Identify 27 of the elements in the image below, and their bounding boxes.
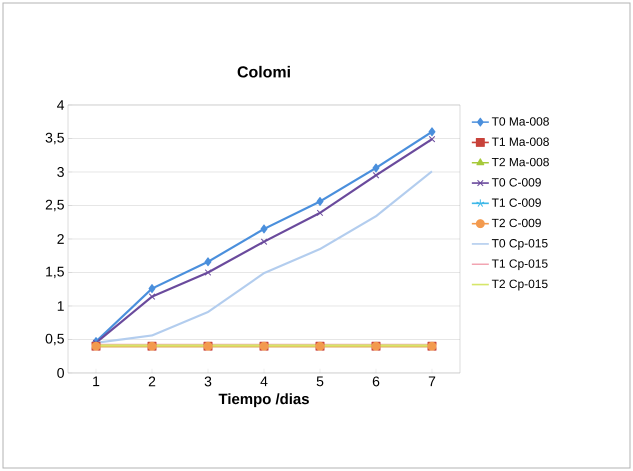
y-tick-label: 4 (57, 100, 64, 110)
x-tick-label: 1 (93, 376, 100, 386)
x-tick-label: 4 (260, 376, 268, 386)
x-tick-label: 2 (148, 376, 156, 386)
legend-label: T2 Cp-015 (492, 280, 548, 290)
legend-label: T1 Cp-015 (492, 259, 548, 270)
x-tick-label: 3 (204, 376, 212, 386)
legend-label: T1 C-009 (492, 198, 541, 207)
legend-label: T2 C-009 (492, 218, 541, 228)
x-tick-label: 6 (372, 376, 380, 386)
y-tick-label: 2,5 (46, 200, 64, 212)
y-tick-label: 2 (57, 234, 64, 244)
y-tick-label: 0,5 (46, 334, 64, 346)
legend-label: T2 Ma-008 (492, 158, 549, 166)
chart-title: Colomi (238, 66, 290, 78)
x-tick-label: 5 (316, 376, 324, 386)
y-tick-label: 1 (58, 301, 64, 311)
x-tick-label: 7 (428, 376, 436, 386)
legend-label: T1 Ma-008 (492, 138, 549, 146)
x-axis-title: Tiempo /dias (218, 393, 309, 408)
y-tick-label: 0 (57, 368, 64, 378)
legend-label: T0 Cp-015 (492, 239, 548, 250)
legend-label: T0 Ma-008 (492, 117, 549, 126)
y-tick-label: 3,5 (46, 132, 64, 144)
legend-label: T0 C-009 (492, 178, 541, 187)
y-tick-label: 1,5 (46, 266, 64, 278)
y-tick-label: 3 (57, 167, 64, 177)
